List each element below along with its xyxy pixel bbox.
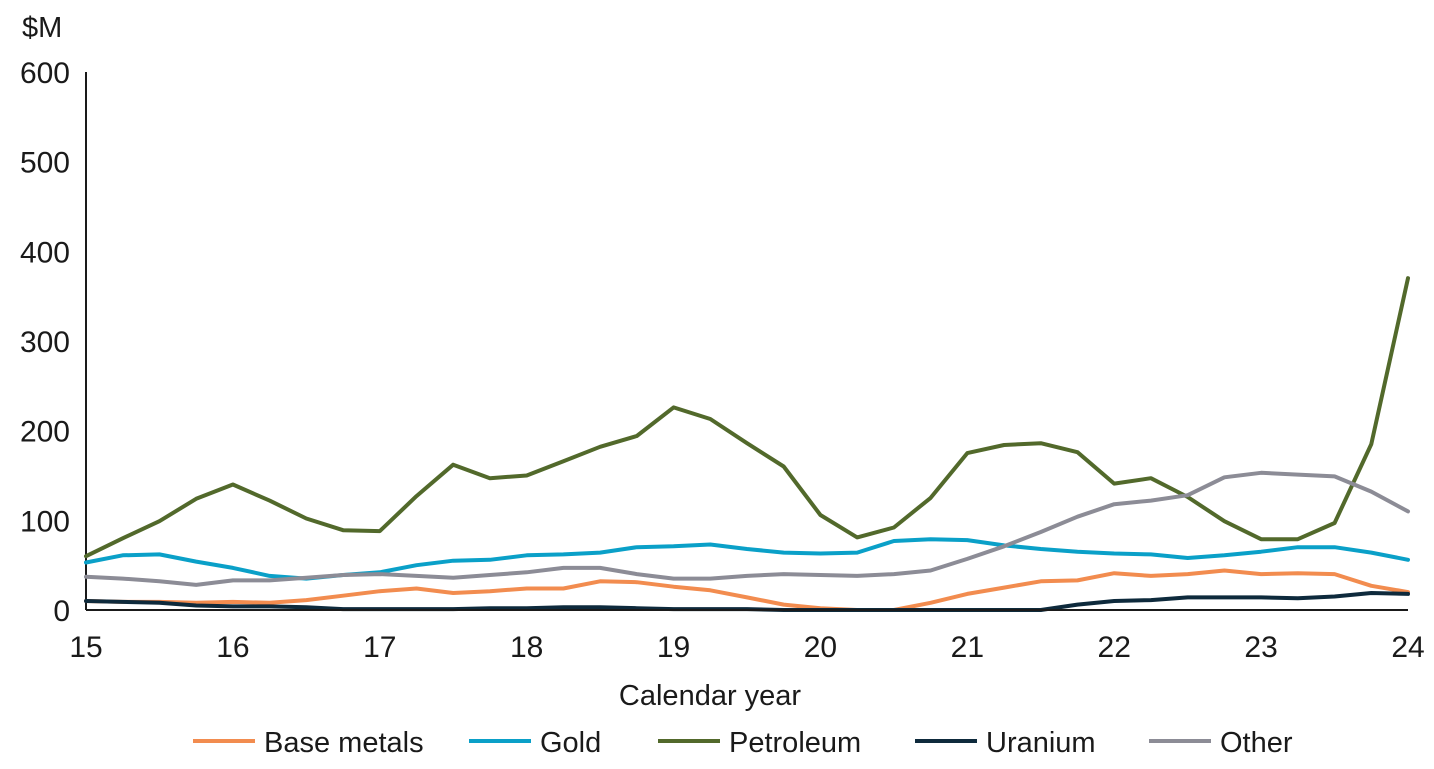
- y-tick-label: 500: [20, 147, 70, 180]
- legend-item: Uranium: [915, 727, 1096, 759]
- y-tick-label: 600: [20, 57, 70, 90]
- legend-label: Uranium: [986, 727, 1096, 759]
- y-tick-label: 100: [20, 505, 70, 538]
- x-tick-label: 18: [510, 631, 543, 664]
- x-tick-label: 21: [951, 631, 984, 664]
- x-tick-label: 20: [804, 631, 837, 664]
- x-tick-label: 15: [69, 631, 102, 664]
- legend-item: Other: [1149, 727, 1293, 759]
- series-line-base-metals: [84, 568, 1410, 612]
- series-line-other: [84, 470, 1410, 587]
- y-tick-label: 200: [20, 416, 70, 449]
- x-tick-label: 22: [1098, 631, 1131, 664]
- x-tick-label: 23: [1244, 631, 1277, 664]
- x-tick-label: 19: [657, 631, 690, 664]
- x-tick-label: 16: [216, 631, 249, 664]
- legend-label: Gold: [540, 727, 601, 759]
- legend-label: Petroleum: [729, 727, 861, 759]
- x-tick-label: 17: [363, 631, 396, 664]
- series-line-petroleum: [84, 276, 1410, 559]
- legend-item: Gold: [469, 727, 601, 759]
- y-axis-title: $M: [22, 12, 62, 44]
- y-tick-label: 400: [20, 236, 70, 269]
- y-tick-label: 300: [20, 326, 70, 359]
- x-tick-label: 24: [1391, 631, 1424, 664]
- y-tick-label: 0: [53, 595, 70, 628]
- legend-label: Other: [1220, 727, 1293, 759]
- legend-item: Base metals: [193, 727, 424, 759]
- legend-item: Petroleum: [658, 727, 861, 759]
- legend-label: Base metals: [264, 727, 424, 759]
- x-axis-title: Calendar year: [619, 680, 801, 712]
